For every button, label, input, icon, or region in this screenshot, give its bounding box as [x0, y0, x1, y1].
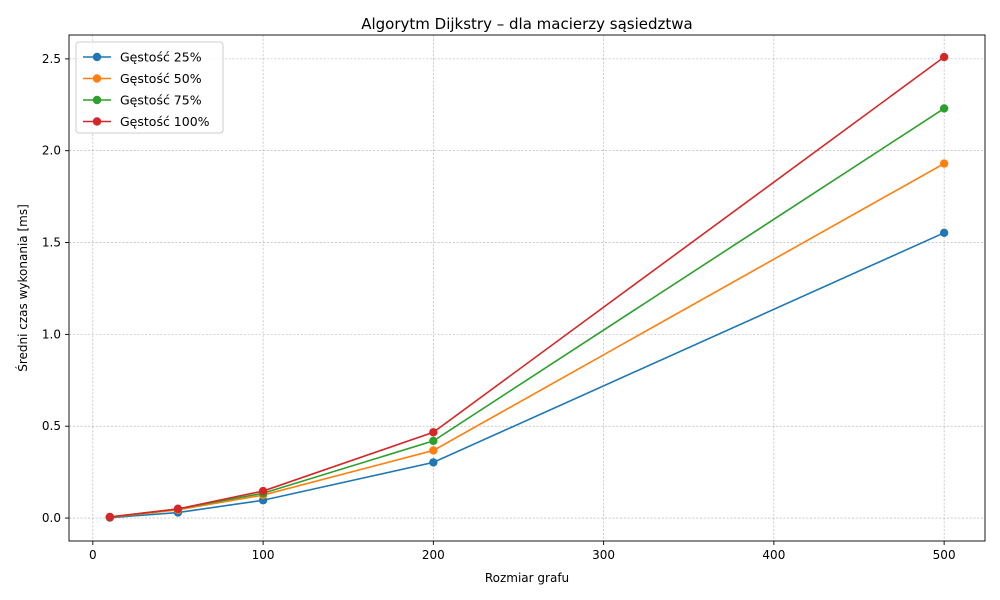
x-axis-label: Rozmiar grafu — [485, 571, 569, 585]
data-point — [429, 428, 438, 437]
legend-item: Gęstość 100% — [83, 114, 210, 129]
data-point — [258, 486, 268, 496]
y-tick-label: 1.5 — [42, 236, 61, 250]
data-point — [939, 228, 949, 238]
chart-title: Algorytm Dijkstry – dla macierzy sąsiedz… — [361, 15, 693, 33]
legend-label: Gęstość 25% — [120, 50, 202, 65]
y-axis-label: Średni czas wykonania [ms] — [15, 204, 30, 372]
series-layer — [105, 52, 949, 522]
legend-marker — [92, 117, 102, 126]
legend-box — [75, 41, 224, 134]
legend-item: Gęstość 25% — [83, 50, 202, 65]
data-point — [429, 436, 438, 446]
x-tick-label: 300 — [592, 548, 615, 562]
x-tick-label: 500 — [933, 548, 956, 562]
legend-label: Gęstość 50% — [120, 71, 202, 86]
legend-marker — [92, 95, 102, 105]
data-point — [429, 446, 438, 455]
data-point — [105, 512, 115, 522]
legend: Gęstość 25% Gęstość 50% Gęstość 75% Gęstość… — [75, 41, 224, 134]
ticks: 0 100 200 300 400 500 0.0 0.5 1.0 1.5 2.0 2.5 — [42, 52, 956, 562]
plot-frame — [68, 34, 986, 542]
series-4 — [105, 52, 949, 522]
y-tick-label: 1.0 — [42, 327, 61, 341]
legend-item: Gęstość 50% — [83, 71, 202, 86]
data-point — [429, 458, 438, 467]
y-tick-label: 2.0 — [42, 144, 61, 158]
data-point — [939, 52, 949, 62]
x-tick-label: 400 — [762, 548, 785, 562]
y-tick-label: 0.0 — [42, 511, 61, 525]
x-tick-label: 0 — [89, 548, 97, 562]
legend-label: Gęstość 100% — [120, 114, 210, 129]
data-point — [939, 104, 949, 113]
data-point — [173, 504, 183, 514]
legend-marker — [92, 52, 102, 62]
x-tick-label: 100 — [252, 548, 275, 562]
legend-marker — [92, 74, 102, 83]
legend-item: Gęstość 75% — [83, 93, 202, 108]
x-tick-label: 200 — [422, 548, 445, 562]
data-point — [939, 159, 949, 168]
y-tick-label: 0.5 — [42, 419, 61, 433]
y-tick-label: 2.5 — [42, 52, 61, 66]
legend-label: Gęstość 75% — [120, 93, 202, 108]
